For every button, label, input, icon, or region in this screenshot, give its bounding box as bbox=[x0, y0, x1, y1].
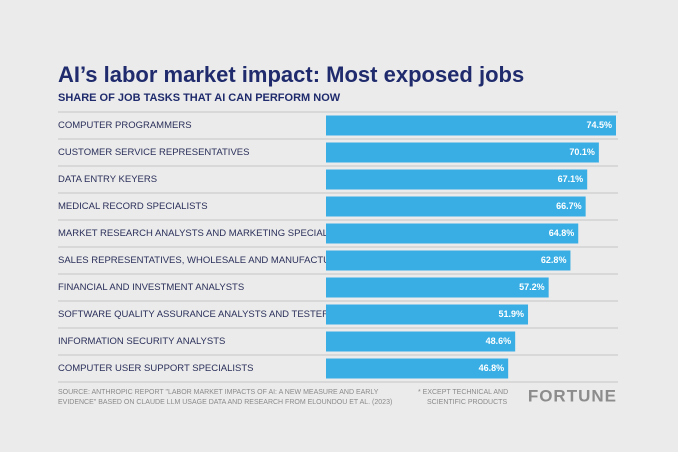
bar bbox=[326, 115, 616, 136]
bar bbox=[326, 142, 599, 163]
category-label: COMPUTER PROGRAMMERS bbox=[58, 120, 192, 131]
value-label: 48.6% bbox=[486, 336, 512, 346]
bar bbox=[326, 331, 516, 352]
footnote: SCIENTIFIC PRODUCTS bbox=[427, 399, 507, 406]
category-label: INFORMATION SECURITY ANALYSTS bbox=[58, 336, 225, 347]
source: EVIDENCE" BASED ON CLAUDE LLM USAGE DATA… bbox=[58, 399, 392, 406]
category-label: CUSTOMER SERVICE REPRESENTATIVES bbox=[58, 147, 249, 158]
bar bbox=[326, 358, 509, 379]
category-label: SOFTWARE QUALITY ASSURANCE ANALYSTS AND … bbox=[58, 309, 335, 320]
bar bbox=[326, 169, 588, 190]
brand: FORTUNE bbox=[528, 386, 617, 405]
value-label: 66.7% bbox=[556, 201, 582, 211]
source: SOURCE: ANTHROPIC REPORT "LABOR MARKET I… bbox=[58, 389, 379, 396]
category-label: COMPUTER USER SUPPORT SPECIALISTS bbox=[58, 363, 254, 374]
category-label: FINANCIAL AND INVESTMENT ANALYSTS bbox=[58, 282, 244, 293]
bar bbox=[326, 196, 586, 217]
value-label: 74.5% bbox=[586, 120, 612, 130]
category-label: SALES REPRESENTATIVES, WHOLESALE AND MAN… bbox=[58, 255, 358, 266]
bar bbox=[326, 223, 579, 244]
value-label: 64.8% bbox=[549, 228, 575, 238]
value-label: 62.8% bbox=[541, 255, 567, 265]
footnote: * EXCEPT TECHNICAL AND bbox=[418, 389, 508, 396]
bar bbox=[326, 304, 529, 325]
bar bbox=[326, 277, 549, 298]
bar bbox=[326, 250, 571, 271]
value-label: 46.8% bbox=[479, 363, 505, 373]
value-label: 67.1% bbox=[558, 174, 584, 184]
category-label: MARKET RESEARCH ANALYSTS AND MARKETING S… bbox=[58, 228, 349, 239]
chart-subtitle: SHARE OF JOB TASKS THAT AI CAN PERFORM N… bbox=[58, 92, 341, 104]
value-label: 70.1% bbox=[569, 147, 595, 157]
category-label: DATA ENTRY KEYERS bbox=[58, 174, 157, 185]
value-label: 51.9% bbox=[498, 309, 524, 319]
value-label: 57.2% bbox=[519, 282, 545, 292]
category-label: MEDICAL RECORD SPECIALISTS bbox=[58, 201, 208, 212]
chart-title: AI’s labor market impact: Most exposed j… bbox=[58, 62, 524, 87]
